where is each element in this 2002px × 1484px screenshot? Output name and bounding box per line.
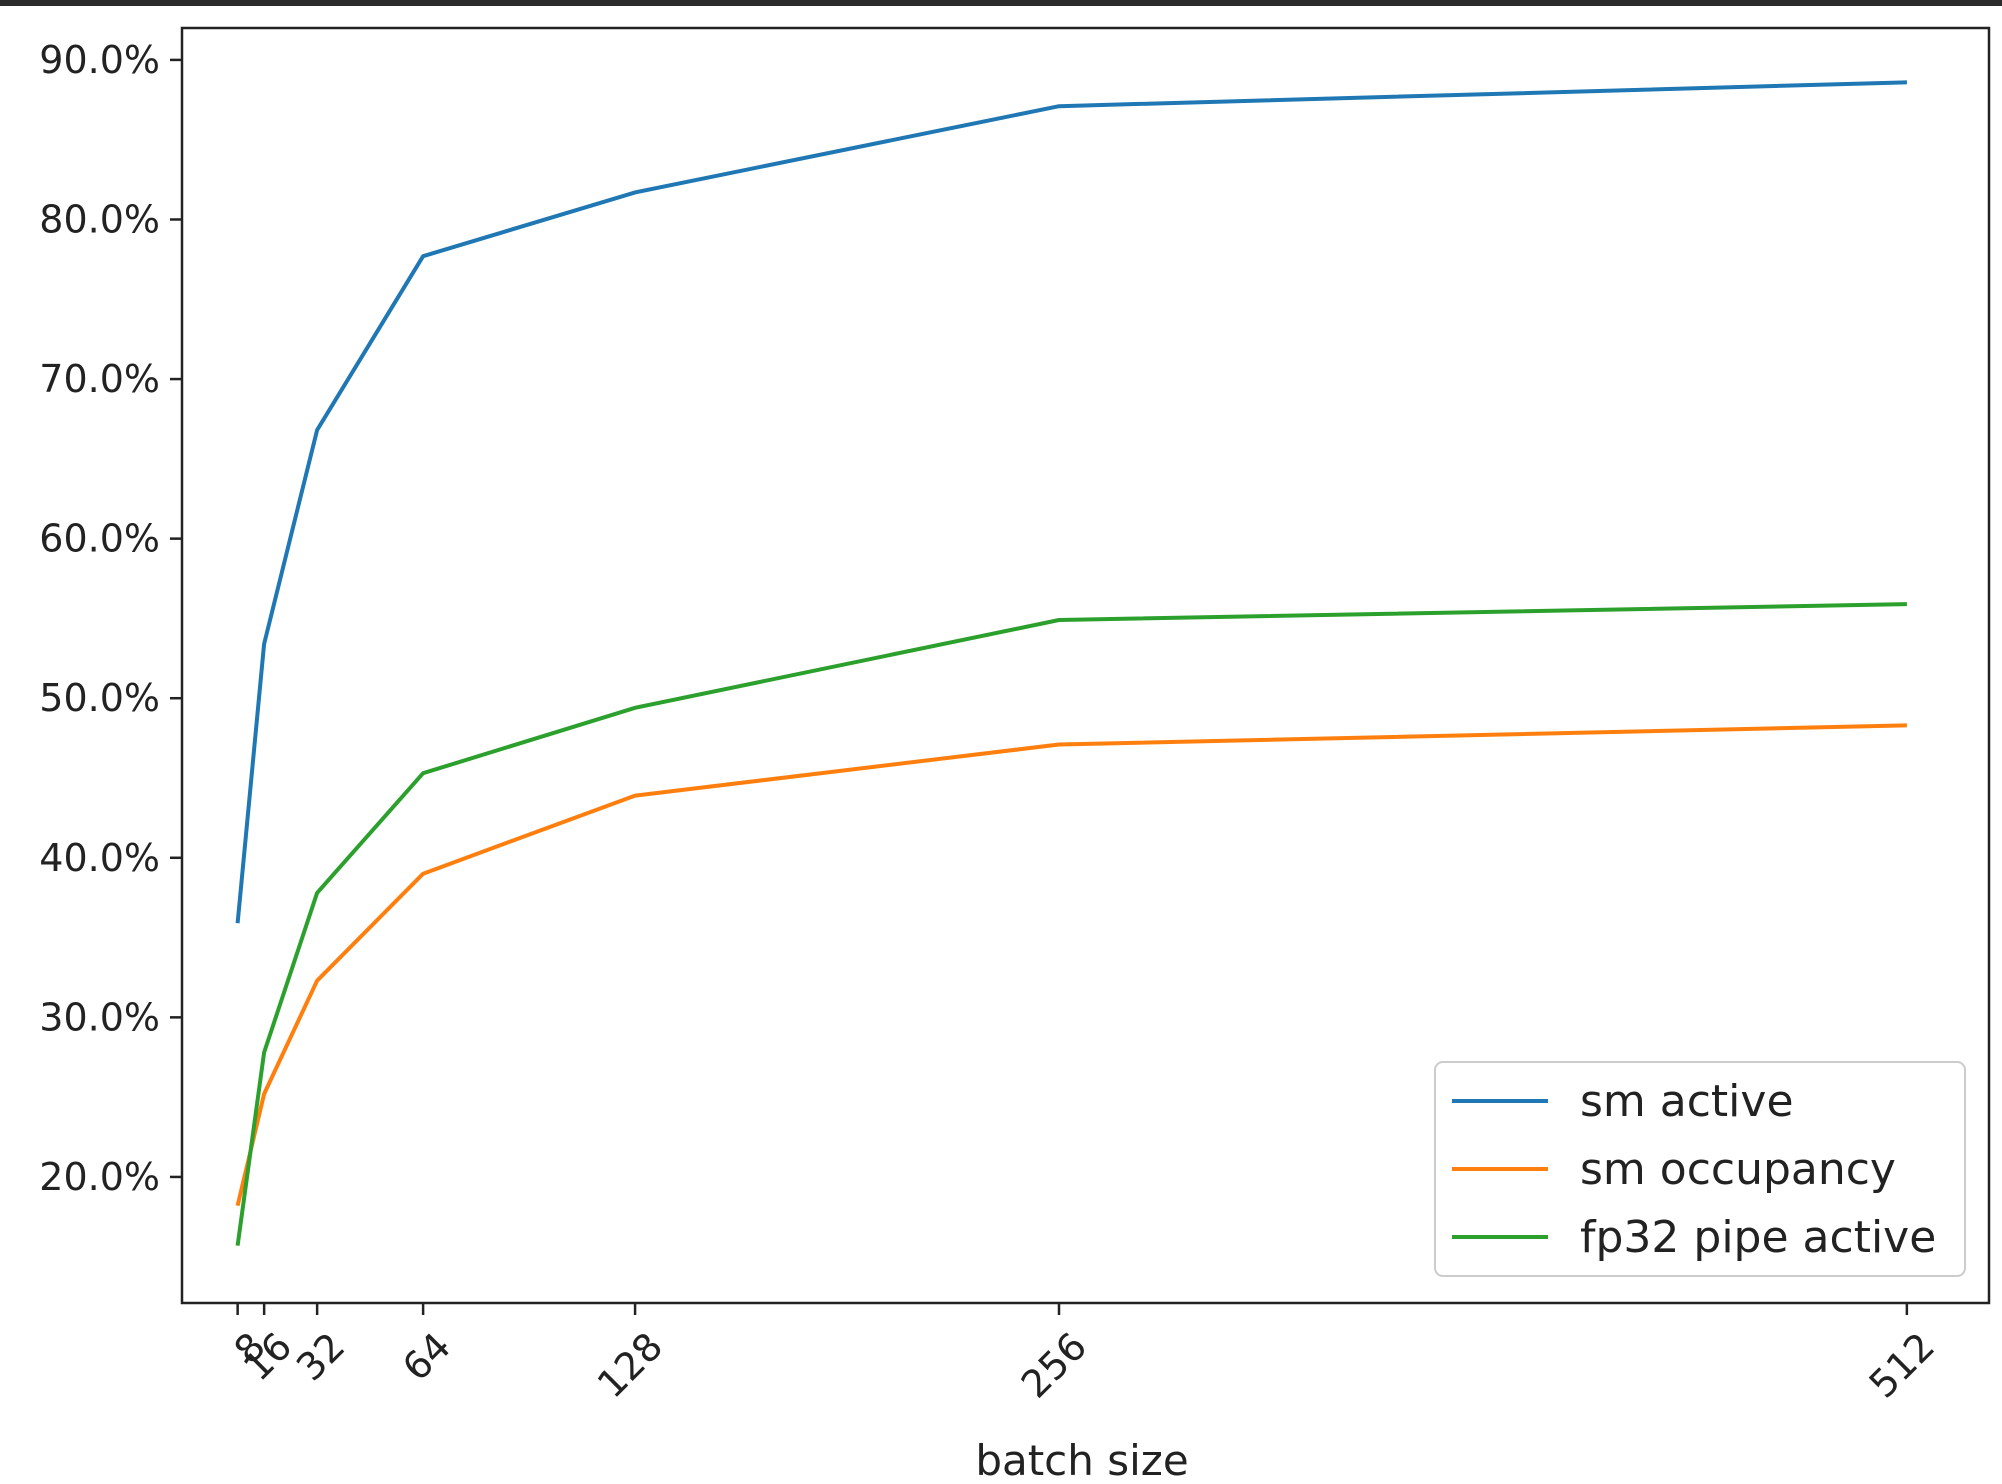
y-tick-label: 70.0% [39,357,160,401]
top-border [0,0,2002,6]
series-line-fp32-pipe-active [235,602,1907,1246]
y-tick-label: 30.0% [39,995,160,1039]
legend: sm active sm occupancy fp32 pipe active [1434,1061,1966,1277]
x-tick-label: 32 [288,1324,353,1389]
y-tick-label: 20.0% [39,1155,160,1199]
y-tick-label: 90.0% [39,38,160,82]
series-layer [235,80,1907,1246]
series-line-sm-occupancy [235,723,1907,1207]
y-tick-label: 60.0% [39,517,160,561]
x-tick-label: 64 [394,1324,459,1389]
legend-label: sm occupancy [1580,1144,1896,1195]
y-tick-label: 40.0% [39,836,160,880]
x-axis-title: batch size [975,1436,1188,1484]
x-tick-label: 256 [1013,1324,1095,1406]
legend-label: fp32 pipe active [1580,1212,1936,1263]
x-tick-label: 128 [589,1324,671,1406]
x-tick-label: 512 [1861,1324,1943,1406]
y-axis: 20.0% 30.0% 40.0% 50.0% 60.0% 70.0% 80.0% 90.0% [39,38,182,1199]
legend-label: sm active [1580,1076,1794,1127]
y-tick-label: 50.0% [39,676,160,720]
y-tick-label: 80.0% [39,197,160,241]
legend-box [1434,1061,1966,1277]
